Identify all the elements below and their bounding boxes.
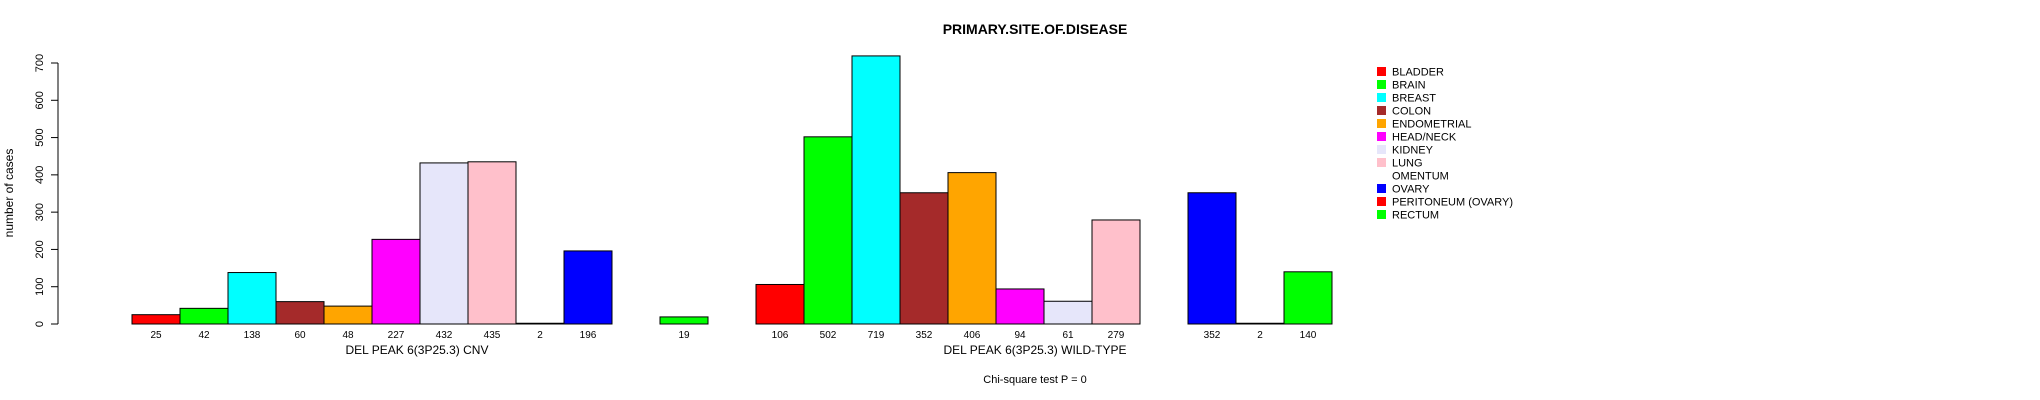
legend-entry: PERITONEUM (OVARY) xyxy=(1392,197,1513,209)
group-1-label: DEL PEAK 6(3P25.3) CNV xyxy=(346,343,489,357)
legend-entry: BREAST xyxy=(1392,93,1436,105)
legend-swatch xyxy=(1377,67,1386,76)
y-tick-label: 700 xyxy=(34,54,46,72)
count-label: 432 xyxy=(436,330,453,341)
legend: BLADDERBRAINBREASTCOLONENDOMETRIALHEAD/N… xyxy=(1377,67,1513,222)
bar-2-5 xyxy=(947,172,997,325)
chi-square-footnote: Chi-square test P = 0 xyxy=(983,374,1086,386)
chart-title: PRIMARY.SITE.OF.DISEASE xyxy=(943,21,1128,37)
bar-2-4 xyxy=(899,192,949,325)
bar-1-10 xyxy=(563,250,613,325)
legend-entry: HEAD/NECK xyxy=(1392,132,1457,144)
bar-2-2 xyxy=(803,136,853,325)
count-label: 352 xyxy=(916,330,933,341)
count-label: 61 xyxy=(1062,330,1074,341)
legend-swatch xyxy=(1377,197,1386,206)
count-label: 2 xyxy=(537,330,543,341)
y-tick-label: 0 xyxy=(34,321,46,327)
count-label: 19 xyxy=(678,330,690,341)
y-tick-label: 600 xyxy=(34,91,46,109)
bar-1-3 xyxy=(227,272,277,325)
bar-1-4 xyxy=(275,301,325,325)
y-tick-label: 400 xyxy=(34,166,46,184)
legend-entry: KIDNEY xyxy=(1392,145,1434,157)
bar-1-9 xyxy=(515,322,565,325)
bar-2-7 xyxy=(1043,300,1093,325)
y-axis: 0 100 200 300 400 500 600 700 xyxy=(34,54,59,327)
count-label: 435 xyxy=(484,330,501,341)
bar-2-3 xyxy=(851,55,901,325)
count-label: 138 xyxy=(244,330,261,341)
y-tick-label: 500 xyxy=(34,128,46,146)
legend-entry: BRAIN xyxy=(1392,80,1426,92)
bar-1-1 xyxy=(131,314,181,325)
legend-entry: OMENTUM xyxy=(1392,171,1449,183)
legend-swatch xyxy=(1377,80,1386,89)
count-label: 140 xyxy=(1300,330,1317,341)
bar-1-6 xyxy=(371,238,421,325)
bar-1-12 xyxy=(659,316,709,325)
group-2-label: DEL PEAK 6(3P25.3) WILD-TYPE xyxy=(944,343,1127,357)
bars xyxy=(131,55,1333,325)
count-label: 60 xyxy=(294,330,306,341)
bar-1-2 xyxy=(179,307,229,325)
bar-1-8 xyxy=(467,161,517,325)
bar-2-6 xyxy=(995,288,1045,325)
legend-entry: COLON xyxy=(1392,106,1431,118)
count-label: 279 xyxy=(1108,330,1125,341)
bar-2-12 xyxy=(1283,271,1333,325)
legend-entry: BLADDER xyxy=(1392,67,1444,79)
legend-swatch xyxy=(1377,119,1386,128)
count-label: 48 xyxy=(342,330,354,341)
bar-2-11 xyxy=(1235,322,1285,325)
count-labels: 25 42 138 60 48 227 432 435 2 196 19 106 502 719 352 40… xyxy=(150,330,1316,341)
legend-swatch xyxy=(1377,171,1386,180)
bar-2-1 xyxy=(755,283,805,325)
legend-swatch xyxy=(1377,210,1386,219)
legend-swatch xyxy=(1377,106,1386,115)
y-tick-label: 100 xyxy=(34,278,46,296)
count-label: 106 xyxy=(772,330,789,341)
count-label: 42 xyxy=(198,330,210,341)
legend-swatch xyxy=(1377,145,1386,154)
legend-swatch xyxy=(1377,132,1386,141)
count-label: 502 xyxy=(820,330,837,341)
bar-1-7 xyxy=(419,162,469,325)
legend-swatch xyxy=(1377,93,1386,102)
count-label: 2 xyxy=(1257,330,1263,341)
count-label: 94 xyxy=(1014,330,1026,341)
bar-2-10 xyxy=(1187,192,1237,325)
legend-entry: ENDOMETRIAL xyxy=(1392,119,1471,131)
count-label: 352 xyxy=(1204,330,1221,341)
bar-2-8 xyxy=(1091,219,1141,325)
y-axis-label: number of cases xyxy=(2,149,16,238)
legend-entry: RECTUM xyxy=(1392,210,1439,222)
legend-swatch xyxy=(1377,184,1386,193)
y-tick-label: 300 xyxy=(34,203,46,221)
count-label: 719 xyxy=(868,330,885,341)
legend-entry: OVARY xyxy=(1392,184,1430,196)
y-tick-label: 200 xyxy=(34,240,46,258)
count-label: 406 xyxy=(964,330,981,341)
count-label: 25 xyxy=(150,330,162,341)
legend-swatch xyxy=(1377,158,1386,167)
count-label: 196 xyxy=(580,330,597,341)
bar-1-5 xyxy=(323,305,373,325)
legend-entry: LUNG xyxy=(1392,158,1423,170)
count-label: 227 xyxy=(388,330,405,341)
